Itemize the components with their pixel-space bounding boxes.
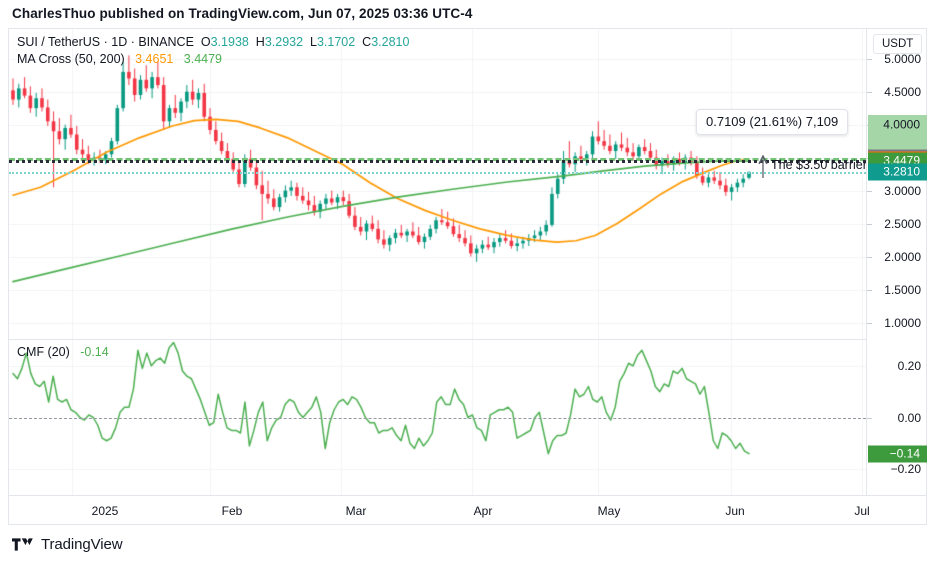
legend-high-label: H [255,35,265,49]
cmf-tick-mark [867,418,872,419]
price-legend: SUI / TetherUS · 1D · BINANCE O3.1938 H3… [17,34,409,51]
price-tick-mark [867,290,872,291]
cmf-tick-label: −0.20 [890,462,921,477]
price-tick-label: 4.5000 [884,84,921,99]
legend-symbol[interactable]: SUI / TetherUS [17,35,101,49]
time-scale[interactable]: 2025 Feb Mar Apr May Jun Jul [9,496,927,525]
ma50-level-line[interactable] [9,159,866,163]
legend-low-label: L [310,35,317,49]
time-tick-label: May [597,504,621,518]
legend-low-value: 3.1702 [316,35,356,49]
price-tick-mark [867,59,872,60]
cmf-pane[interactable]: CMF (20) -0.14 [9,340,866,495]
close-level-line[interactable] [9,172,866,175]
tradingview-logo-icon [12,538,33,551]
cmf-value-badge[interactable]: −0.14 [868,445,927,463]
pane-separator[interactable] [9,339,866,340]
cmf-tick-label: 0.00 [897,410,921,425]
legend-close-value: 3.2810 [371,35,410,49]
tradingview-wordmark: TradingView [41,536,123,553]
time-tick-label: Feb [221,504,243,518]
price-tick-label: 2.5000 [884,216,921,231]
cmf-zero-line [9,417,866,419]
price-tick-label: 2.0000 [884,249,921,264]
time-tick-label: Jun [725,504,745,518]
legend-sep-1: · [100,35,112,49]
time-tick-label: Jul [854,504,870,518]
chart-frame: SUI / TetherUS · 1D · BINANCE O3.1938 H3… [8,28,927,525]
legend-exchange: BINANCE [138,35,194,49]
ma-slow-value: 3.4479 [183,52,222,66]
currency-unit-badge[interactable]: USDT [873,34,923,54]
legend-open-label: O [200,35,211,49]
price-badge-3-2810[interactable]: 3.2810 [868,163,927,181]
barrier-line-3-50[interactable] [9,157,866,161]
price-tick-mark [867,191,872,192]
measure-arrow-icon [753,154,773,179]
price-tick-mark [867,323,872,324]
candlestick-canvas [9,29,866,339]
ma-cross-study-name[interactable]: MA Cross (50, 200) [17,52,125,66]
price-pane[interactable]: SUI / TetherUS · 1D · BINANCE O3.1938 H3… [9,29,866,339]
cmf-legend: CMF (20) -0.14 [17,345,109,359]
price-tick-label: 5.0000 [884,51,921,66]
legend-high-value: 3.2932 [264,35,304,49]
barrier-annotation-label[interactable]: The $3.50 barrier [771,157,866,172]
legend-open-value: 3.1938 [210,35,249,49]
cmf-study-name[interactable]: CMF (20) [17,345,70,359]
time-tick-label: Apr [473,504,493,518]
legend-interval[interactable]: 1D [111,35,128,49]
axis-divider [866,29,867,495]
price-badge-4-0000[interactable]: 4.0000 [883,117,920,132]
cmf-value: -0.14 [80,345,109,359]
legend-close-label: C [362,35,372,49]
price-tick-mark [867,92,872,93]
time-axis-divider [9,495,927,496]
ma-fast-value: 3.4651 [135,52,174,66]
price-tick-mark [867,257,872,258]
time-tick-label: Mar [345,504,367,518]
footer-branding: TradingView [12,536,123,553]
price-tick-label: 3.0000 [884,183,921,198]
cmf-tick-label: 0.20 [897,358,921,373]
price-tick-label: 1.5000 [884,282,921,297]
measure-tooltip[interactable]: 0.7109 (21.61%) 7,109 [696,109,849,135]
price-tick-label: 1.0000 [884,315,921,330]
ma-cross-legend: MA Cross (50, 200) 3.4651 3.4479 [17,51,222,68]
price-scale[interactable]: USDT 5.00004.50004.00003.50003.00002.500… [867,29,927,495]
publisher-byline: CharlesThuo published on TradingView.com… [12,6,473,21]
time-tick-label: 2025 [91,504,119,518]
legend-sep-2: · [127,35,139,49]
price-tick-mark [867,224,872,225]
